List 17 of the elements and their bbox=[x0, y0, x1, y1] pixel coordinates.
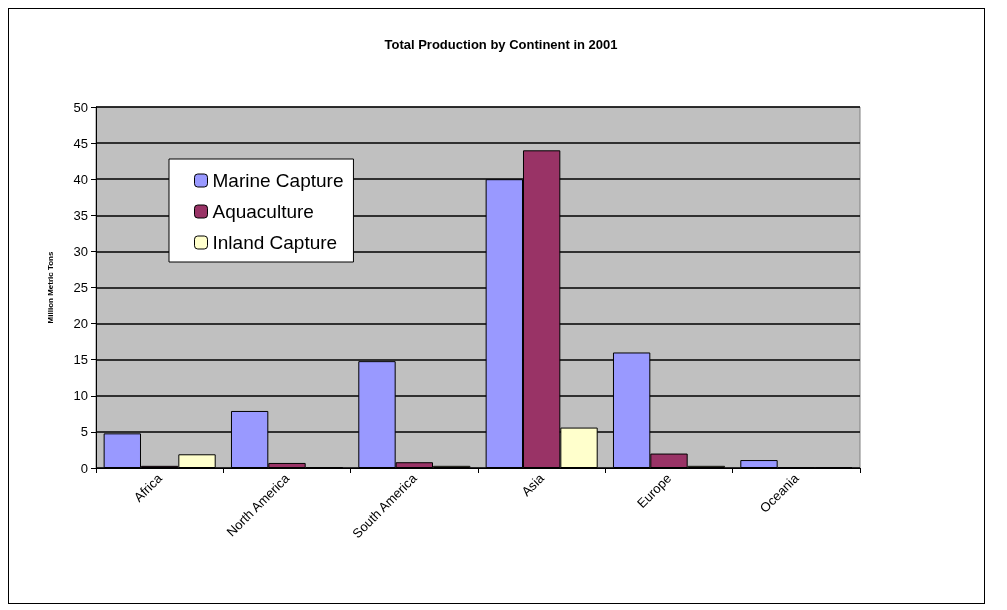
y-tick-label: 45 bbox=[73, 135, 88, 151]
legend-label: Inland Capture bbox=[212, 232, 338, 253]
y-tick-label: 0 bbox=[80, 460, 88, 476]
y-tick-label: 10 bbox=[73, 388, 88, 404]
y-tick-label: 40 bbox=[73, 171, 88, 187]
y-tick-label: 50 bbox=[73, 99, 88, 115]
y-tick-label: 5 bbox=[80, 424, 88, 440]
legend-label: Marine Capture bbox=[212, 170, 344, 191]
legend-label: Aquaculture bbox=[212, 201, 314, 222]
chart-title: Total Production by Continent in 2001 bbox=[384, 37, 618, 52]
y-tick-label: 30 bbox=[73, 243, 88, 259]
x-tick-label: Asia bbox=[518, 470, 548, 500]
y-tick-label: 15 bbox=[73, 352, 88, 368]
y-tick-label: 20 bbox=[73, 316, 88, 332]
y-axis-title: Million Metric Tons bbox=[45, 251, 55, 324]
y-tick-label: 25 bbox=[73, 280, 88, 295]
y-tick-label: 35 bbox=[73, 207, 88, 223]
